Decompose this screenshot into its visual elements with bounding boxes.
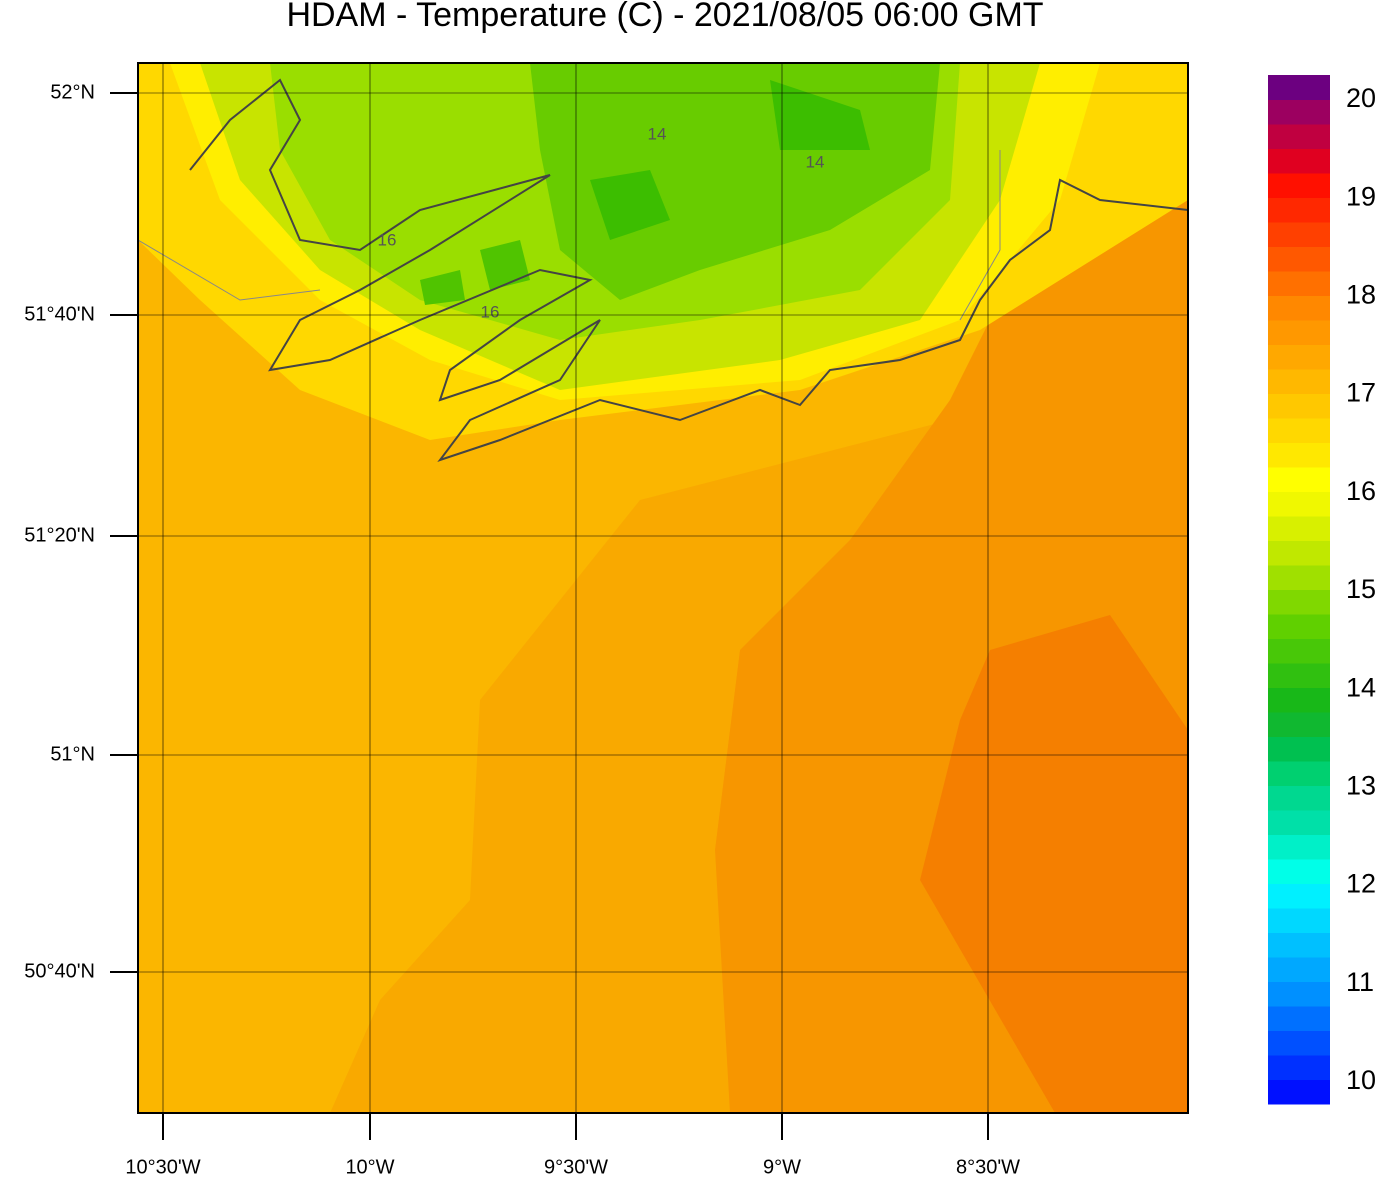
lat-label: 51°20'N (24, 524, 95, 546)
lat-label: 50°40'N (24, 960, 95, 982)
colorbar-band (1268, 467, 1330, 492)
colorbar-band (1268, 173, 1330, 198)
graticule (110, 63, 1188, 1140)
colorbar-band (1268, 344, 1330, 370)
colorbar-label: 11 (1346, 967, 1374, 997)
lon-label: 9°30'W (544, 1156, 608, 1178)
lat-label: 51°N (50, 743, 95, 765)
colorbar-band (1268, 99, 1330, 125)
colorbar-band (1268, 736, 1330, 762)
colorbar-band (1268, 516, 1330, 541)
colorbar-band (1268, 148, 1330, 174)
colorbar-label: 13 (1346, 771, 1376, 801)
temperature-field (138, 63, 1188, 1113)
colorbar-band (1268, 981, 1330, 1007)
colorbar-band (1268, 908, 1330, 933)
colorbar-band (1268, 614, 1330, 639)
colorbar-band (1268, 246, 1330, 272)
lon-label: 10°30'W (125, 1156, 200, 1178)
colorbar-band (1268, 565, 1330, 590)
colorbar-band (1268, 687, 1330, 713)
contour-label: 14 (648, 124, 667, 143)
colorbar-band (1268, 418, 1330, 443)
colorbar-band (1268, 932, 1330, 958)
colorbar-band (1268, 491, 1330, 517)
colorbar-band (1268, 124, 1330, 149)
lon-label: 10°W (345, 1156, 394, 1178)
colorbar-band (1268, 663, 1330, 688)
title: HDAM - Temperature (C) - 2021/08/05 06:0… (286, 0, 1043, 34)
colorbar-band (1268, 393, 1330, 419)
colorbar-band (1268, 712, 1330, 737)
colorbar-label: 10 (1346, 1065, 1376, 1095)
lat-label: 51°40'N (24, 303, 95, 325)
colorbar-label: 12 (1346, 869, 1376, 899)
map-frame (137, 62, 1189, 1114)
colorbar-band (1268, 197, 1330, 223)
colorbar-label: 17 (1346, 378, 1376, 408)
colorbar-label: 20 (1346, 83, 1376, 113)
colorbar-band (1268, 222, 1330, 247)
colorbar-band (1268, 1006, 1330, 1031)
colorbar-band (1268, 883, 1330, 909)
colorbar-band (1268, 540, 1330, 566)
colorbar-band (1268, 320, 1330, 345)
colorbar-band (1268, 442, 1330, 468)
colorbar-band (1268, 1079, 1330, 1105)
colorbar-band (1268, 589, 1330, 615)
colorbar-band (1268, 638, 1330, 664)
colorbar-band (1268, 1030, 1330, 1056)
colorbar-band (1268, 785, 1330, 811)
colorbar-label: 14 (1346, 672, 1376, 702)
colorbar-label: 15 (1346, 574, 1376, 604)
colorbar-band (1268, 1055, 1330, 1080)
lat-label: 52°N (50, 81, 95, 103)
colorbar-band (1268, 271, 1330, 296)
colorbar-label: 16 (1346, 476, 1376, 506)
colorbar-band (1268, 810, 1330, 835)
contour-label: 14 (806, 152, 825, 171)
colorbar-label: 18 (1346, 280, 1376, 310)
colorbar-band (1268, 75, 1330, 100)
colorbar-band (1268, 369, 1330, 394)
colorbar-band (1268, 834, 1330, 860)
colorbar-label: 19 (1346, 181, 1376, 211)
colorbar-band (1268, 295, 1330, 321)
colorbar-band (1268, 957, 1330, 982)
colorbar: 10 11 12 13 14 15 16 17 18 19 20 (1268, 75, 1376, 1105)
colorbar-band (1268, 859, 1330, 884)
contour-label: 16 (378, 230, 397, 249)
colorbar-band (1268, 761, 1330, 786)
contour-label: 16 (481, 302, 500, 321)
lon-label: 8°30'W (956, 1156, 1020, 1178)
lon-label: 9°W (763, 1156, 801, 1178)
